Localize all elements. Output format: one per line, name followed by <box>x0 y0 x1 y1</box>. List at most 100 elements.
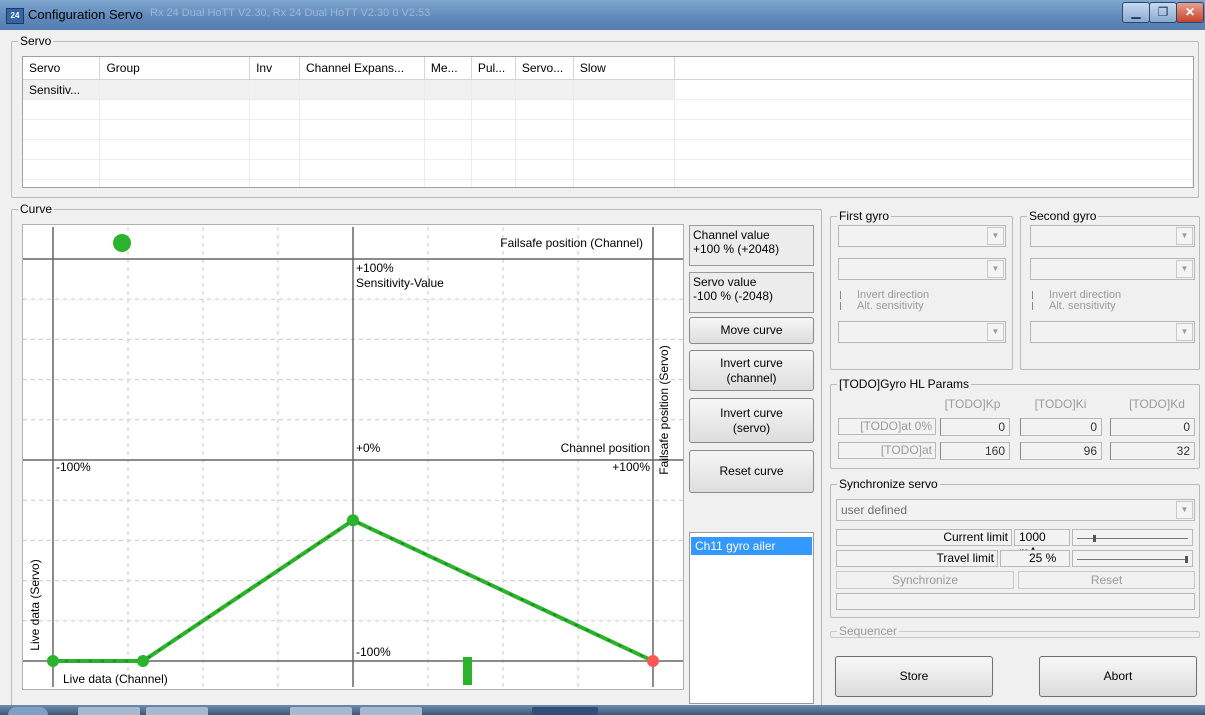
channel-list[interactable]: Ch11 gyro ailer <box>689 532 814 704</box>
current-limit-value: 1000 mA <box>1014 529 1070 559</box>
table-header: Servo Group Inv Channel Expans... Me... … <box>23 57 1193 80</box>
live-channel-label: Live data (Channel) <box>63 672 168 686</box>
invert-curve-servo-button[interactable]: Invert curve (servo) <box>689 398 814 443</box>
first-gyro-select-3[interactable]: ▼ <box>838 321 1006 343</box>
gyro-hl-ki-1[interactable]: 96 <box>1020 442 1102 460</box>
curve-line-dots <box>53 519 654 662</box>
synchronize-button[interactable]: Synchronize <box>836 571 1014 589</box>
table-row <box>23 139 1193 160</box>
first-gyro-legend: First gyro <box>839 209 890 223</box>
sync-mode-value: user defined <box>841 503 908 517</box>
first-gyro-invert-checkbox[interactable]: Invert direction <box>840 289 930 301</box>
col-servo[interactable]: Servo <box>23 57 101 80</box>
travel-limit-slider[interactable] <box>1072 550 1193 567</box>
servo-value-box: Servo value -100 % (-2048) <box>689 272 814 313</box>
second-gyro-select-1[interactable]: ▼ <box>1030 225 1195 247</box>
col-inv[interactable]: Inv <box>249 57 300 80</box>
chevron-down-icon: ▼ <box>987 227 1004 245</box>
sequencer-legend: Sequencer <box>839 624 898 638</box>
curve-plot[interactable]: Failsafe position (Channel) Failsafe pos… <box>23 225 683 689</box>
minimize-icon: ▁ <box>1131 5 1141 19</box>
reset-curve-button[interactable]: Reset curve <box>689 450 814 493</box>
table-cell <box>249 79 300 100</box>
col-servo-2[interactable]: Servo... <box>515 57 574 80</box>
second-gyro-alt-checkbox[interactable]: Alt. sensitivity <box>1032 300 1116 312</box>
sync-mode-select[interactable]: user defined ▼ <box>836 499 1195 521</box>
current-limit-label: Current limit <box>836 529 1012 546</box>
slider-thumb[interactable] <box>1185 556 1188 563</box>
col-pul[interactable]: Pul... <box>471 57 516 80</box>
gyro-hl-ki-0[interactable]: 0 <box>1020 418 1102 436</box>
curve-point <box>347 514 359 527</box>
col-filler <box>674 57 1193 80</box>
sync-progress-bar <box>836 593 1195 610</box>
plus100-top-label: +100% <box>356 261 394 275</box>
first-gyro-alt-checkbox[interactable]: Alt. sensitivity <box>840 301 924 312</box>
chevron-down-icon: ▼ <box>987 323 1004 341</box>
second-gyro-select-3[interactable]: ▼ <box>1030 321 1195 343</box>
table-cell <box>674 79 1193 100</box>
servo-table[interactable]: Servo Group Inv Channel Expans... Me... … <box>22 56 1194 188</box>
curve-point <box>137 655 149 667</box>
close-button[interactable]: ✕ <box>1176 2 1204 23</box>
gyro-hl-group: [TODO]Gyro HL Params <box>830 378 1200 469</box>
current-limit-slider[interactable] <box>1072 529 1193 546</box>
channel-value: +100 % (+2048) <box>693 242 780 256</box>
chevron-down-icon: ▼ <box>1176 227 1193 245</box>
col-me[interactable]: Me... <box>424 57 472 80</box>
travel-limit-label: Travel limit <box>836 550 998 567</box>
failsafe-channel-label: Failsafe position (Channel) <box>500 236 643 250</box>
channel-list-item-selected[interactable]: Ch11 gyro ailer <box>691 537 812 555</box>
checkbox-icon <box>1032 302 1041 311</box>
plus100-right-label: +100% <box>612 460 650 474</box>
table-cell: Sensitiv... <box>23 79 101 100</box>
col-group[interactable]: Group <box>99 57 251 80</box>
gyro-hl-kp-0[interactable]: 0 <box>940 418 1010 436</box>
table-row[interactable]: Sensitiv... <box>23 79 1193 100</box>
second-gyro-legend: Second gyro <box>1029 209 1097 223</box>
first-gyro-invert-label: Invert direction <box>857 289 930 301</box>
curve-axes <box>23 227 683 687</box>
chevron-down-icon: ▼ <box>1176 501 1193 519</box>
slider-track <box>1077 559 1188 560</box>
channel-value-box: Channel value +100 % (+2048) <box>689 225 814 266</box>
maximize-button[interactable]: ❐ <box>1149 2 1177 23</box>
slider-thumb[interactable] <box>1093 535 1097 542</box>
start-button[interactable] <box>8 707 48 715</box>
taskbar-item[interactable] <box>360 707 422 715</box>
col-channel-expansion[interactable]: Channel Expans... <box>299 57 425 80</box>
chevron-down-icon: ▼ <box>1176 260 1193 278</box>
second-gyro-group: Second gyro <box>1020 210 1200 370</box>
sync-servo-legend: Synchronize servo <box>839 477 938 491</box>
second-gyro-alt-label: Alt. sensitivity <box>1049 300 1116 312</box>
gyro-hl-header-kd: [TODO]Kd <box>1129 397 1185 411</box>
first-gyro-select-1[interactable]: ▼ <box>838 225 1006 247</box>
invert-curve-channel-button[interactable]: Invert curve (channel) <box>689 350 814 391</box>
live-servo-label: Live data (Servo) <box>28 559 42 650</box>
gyro-hl-kd-0[interactable]: 0 <box>1110 418 1195 436</box>
abort-button[interactable]: Abort <box>1039 656 1197 697</box>
taskbar-item[interactable] <box>146 707 208 715</box>
minimize-button[interactable]: ▁ <box>1122 2 1150 23</box>
store-button[interactable]: Store <box>835 656 993 697</box>
chevron-down-icon: ▼ <box>987 260 1004 278</box>
channel-position-label: Channel position <box>561 441 650 455</box>
checkbox-icon <box>1032 291 1041 300</box>
taskbar <box>0 705 1205 715</box>
gyro-hl-kd-1[interactable]: 32 <box>1110 442 1195 460</box>
second-gyro-select-2[interactable]: ▼ <box>1030 258 1195 280</box>
table-cell <box>515 79 574 100</box>
col-slow[interactable]: Slow <box>573 57 675 80</box>
taskbar-item-active[interactable] <box>532 707 598 715</box>
taskbar-item[interactable] <box>290 707 352 715</box>
table-row <box>23 99 1193 120</box>
gyro-hl-kp-1[interactable]: 160 <box>940 442 1010 460</box>
table-cell <box>471 79 516 100</box>
curve-chart[interactable]: Failsafe position (Channel) Failsafe pos… <box>22 224 684 690</box>
first-gyro-select-2[interactable]: ▼ <box>838 258 1006 280</box>
move-curve-button[interactable]: Move curve <box>689 317 814 344</box>
close-icon: ✕ <box>1184 5 1196 19</box>
sync-reset-button[interactable]: Reset <box>1018 571 1195 589</box>
second-gyro-invert-checkbox[interactable]: Invert direction <box>1032 290 1121 301</box>
taskbar-item[interactable] <box>78 707 140 715</box>
